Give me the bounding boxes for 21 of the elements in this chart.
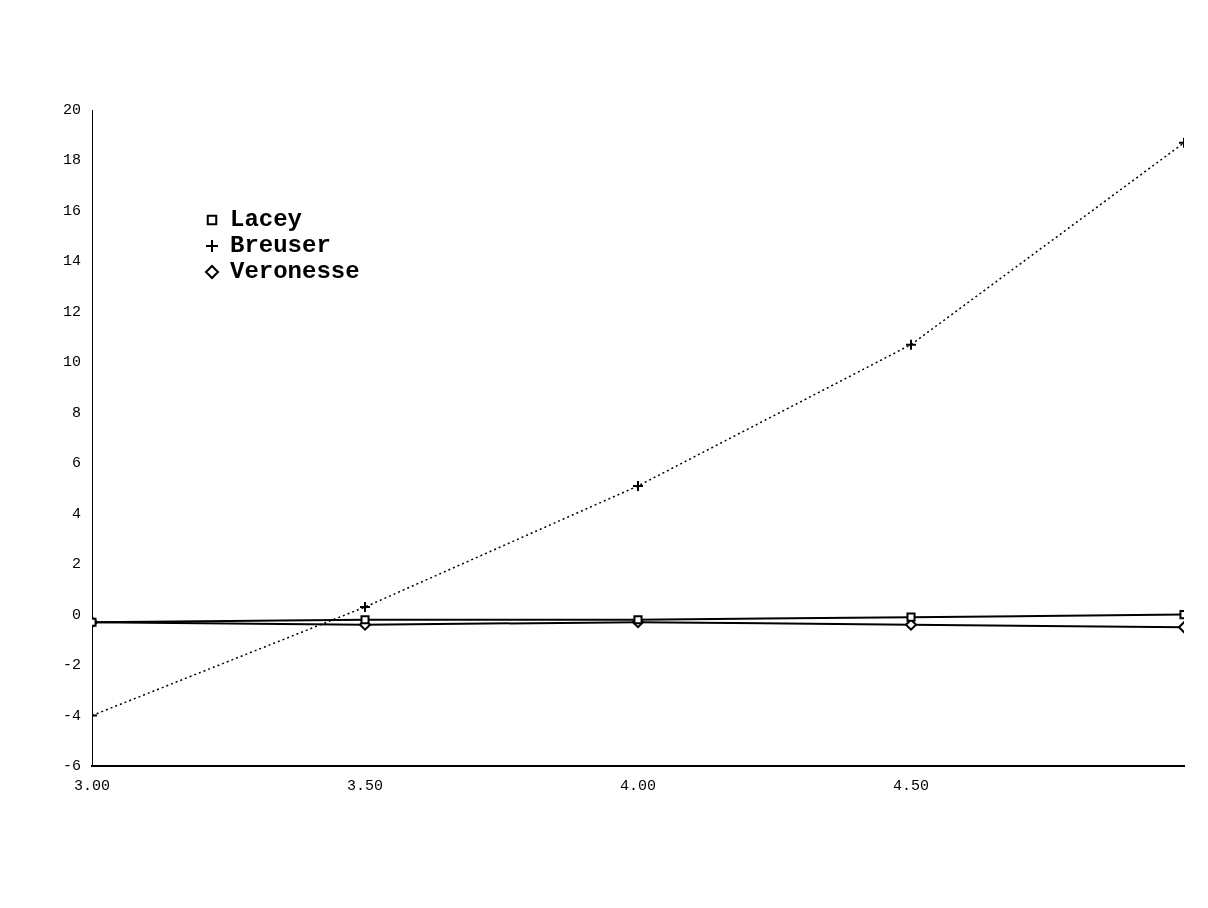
y-tick-label: -2 (62, 657, 81, 675)
x-tick-label: 4.50 (892, 777, 930, 795)
x-tick-label: 3.50 (346, 777, 384, 795)
y-tick-label: 10 (62, 354, 81, 372)
x-tick-label: 4.00 (619, 777, 657, 795)
legend-label: Veronesse (230, 258, 360, 286)
x-tick-label: 3.00 (74, 777, 111, 795)
y-tick-label: 18 (62, 152, 81, 170)
y-tick-label: 14 (62, 253, 81, 271)
y-tick-label: 0 (71, 606, 81, 624)
y-tick-label: 20 (62, 101, 81, 119)
y-tick-label: -6 (62, 757, 81, 775)
y-tick-label: 2 (71, 556, 81, 574)
y-tick-label: 4 (71, 505, 81, 523)
y-tick-label: 6 (71, 455, 81, 473)
legend-label: Lacey (230, 206, 303, 234)
y-tick-label: -4 (62, 707, 81, 725)
y-tick-label: 16 (62, 202, 81, 220)
y-tick-label: 8 (71, 404, 81, 422)
y-tick-label: 12 (62, 303, 81, 321)
legend-label: Breuser (230, 232, 331, 260)
